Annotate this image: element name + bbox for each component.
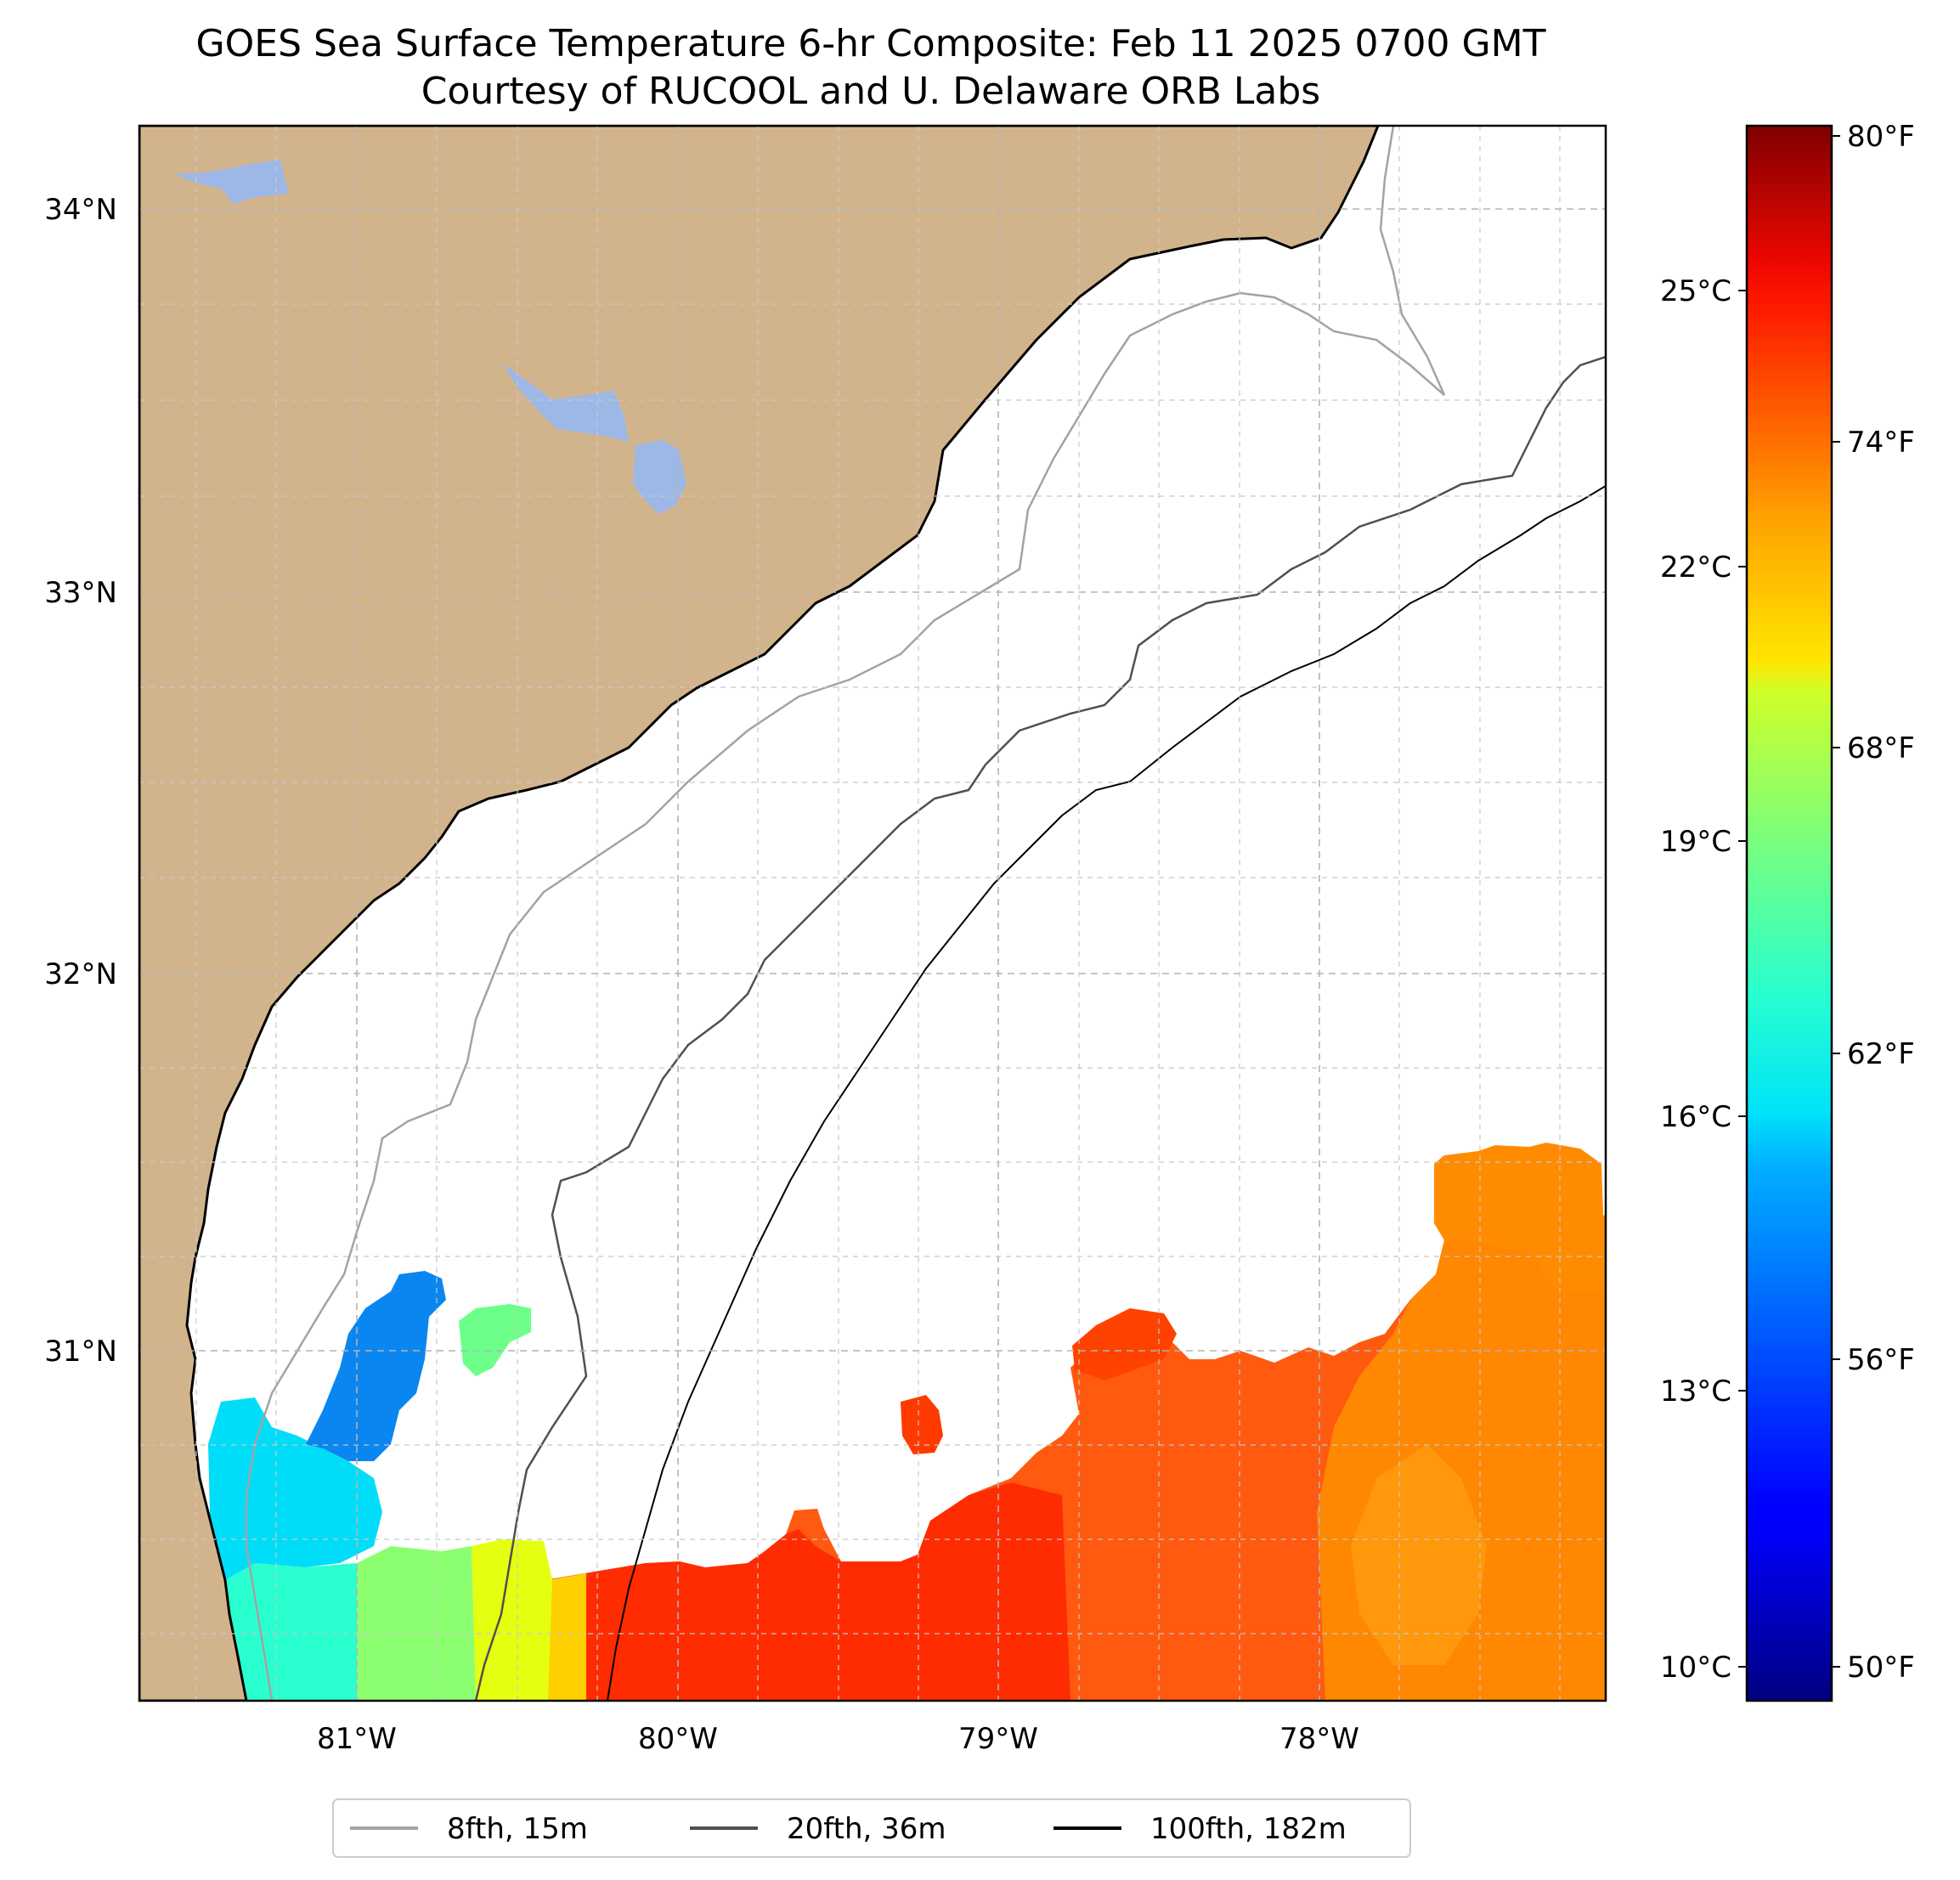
lon-label-80w: 80°W [638, 1722, 718, 1756]
lat-label-32n: 32°N [44, 957, 117, 991]
contour-20fth [474, 355, 1606, 1701]
colorbar [1745, 124, 1833, 1702]
colorbar-c-25: 25°C [1660, 274, 1731, 308]
colorbar-f-56: 56°F [1847, 1343, 1915, 1377]
land-mass [139, 126, 1380, 1701]
sst-red-blob [901, 1395, 943, 1454]
sst-yellow-region [544, 1573, 586, 1701]
lat-label-31n: 31°N [44, 1335, 117, 1369]
colorbar-c-19: 19°C [1660, 825, 1731, 859]
map-subtitle: Courtesy of RUCOOL and U. Delaware ORB L… [421, 70, 1321, 113]
sst-green-region [357, 1546, 476, 1701]
lake-moultrie [633, 440, 686, 514]
colorbar-f-62: 62°F [1847, 1037, 1915, 1071]
sst-aqua-region [225, 1563, 357, 1701]
colorbar-f-50: 50°F [1847, 1651, 1915, 1685]
contour-8fth [245, 126, 1446, 1701]
legend-label-20fth: 20fth, 36m [787, 1812, 946, 1846]
colorbar-f-74: 74°F [1847, 426, 1915, 460]
sst-yellow-green-region [472, 1539, 552, 1701]
sst-cyan-region [208, 1397, 382, 1614]
sst-data-layer [139, 1143, 1606, 1701]
lon-label-79w: 79°W [958, 1722, 1038, 1756]
sst-red-band [544, 1482, 1070, 1701]
colorbar-c-13: 13°C [1660, 1375, 1731, 1409]
contour-legend: 8fth, 15m 20fth, 36m 100fth, 182m [332, 1798, 1411, 1858]
legend-box [332, 1798, 1411, 1858]
lon-label-81w: 81°W [317, 1722, 397, 1756]
map-frame [138, 124, 1607, 1702]
lat-label-33n: 33°N [44, 576, 117, 610]
sst-blue-patch [306, 1271, 446, 1461]
lake-northwest [174, 160, 289, 204]
lat-label-34n: 34°N [44, 193, 117, 227]
contour-100fth [607, 485, 1606, 1701]
legend-label-8fth: 8fth, 15m [447, 1812, 588, 1846]
graticule [139, 126, 1606, 1701]
graticule-minor [139, 126, 1606, 1701]
sst-redorange-blob [1072, 1308, 1177, 1380]
colorbar-c-22: 22°C [1660, 550, 1731, 584]
colorbar-f-80: 80°F [1847, 120, 1915, 154]
sst-orange-core [1351, 1444, 1487, 1665]
legend-label-100fth: 100fth, 182m [1150, 1812, 1347, 1846]
lon-label-78w: 78°W [1279, 1722, 1359, 1756]
colorbar-c-16: 16°C [1660, 1100, 1731, 1134]
colorbar-f-68: 68°F [1847, 731, 1915, 765]
colorbar-c-10: 10°C [1660, 1651, 1731, 1685]
sst-orange-north [1434, 1143, 1606, 1291]
map-title: GOES Sea Surface Temperature 6-hr Compos… [195, 22, 1546, 65]
sst-green-patch [459, 1304, 531, 1376]
